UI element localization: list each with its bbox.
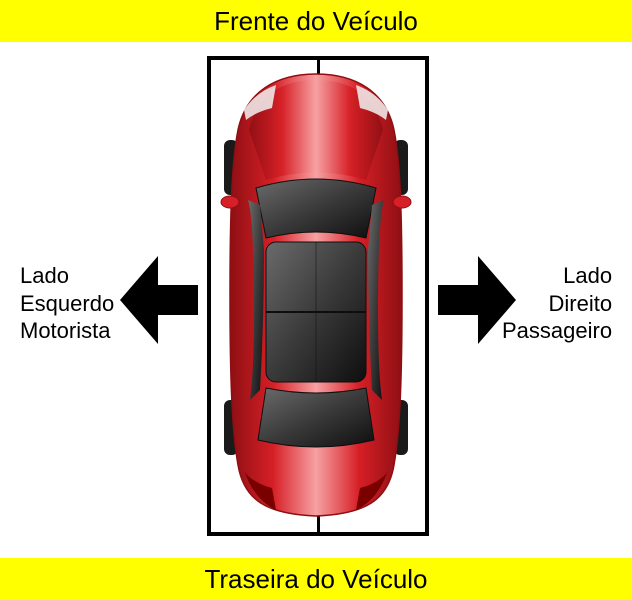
left-arrow-icon: [120, 256, 198, 344]
rear-banner: Traseira do Veículo: [0, 558, 632, 600]
front-banner: Frente do Veículo: [0, 0, 632, 42]
left-label-line2: Esquerdo: [20, 290, 114, 318]
right-label-line2: Direito: [502, 290, 612, 318]
right-arrow-icon: [438, 256, 516, 344]
left-label-line1: Lado: [20, 262, 114, 290]
right-label-line3: Passageiro: [502, 317, 612, 345]
left-side-label: Lado Esquerdo Motorista: [20, 262, 114, 345]
left-label-line3: Motorista: [20, 317, 114, 345]
rear-banner-text: Traseira do Veículo: [204, 564, 427, 595]
right-side-label: Lado Direito Passageiro: [502, 262, 612, 345]
front-banner-text: Frente do Veículo: [214, 6, 418, 37]
car-topview-icon: [216, 70, 416, 520]
right-label-line1: Lado: [502, 262, 612, 290]
